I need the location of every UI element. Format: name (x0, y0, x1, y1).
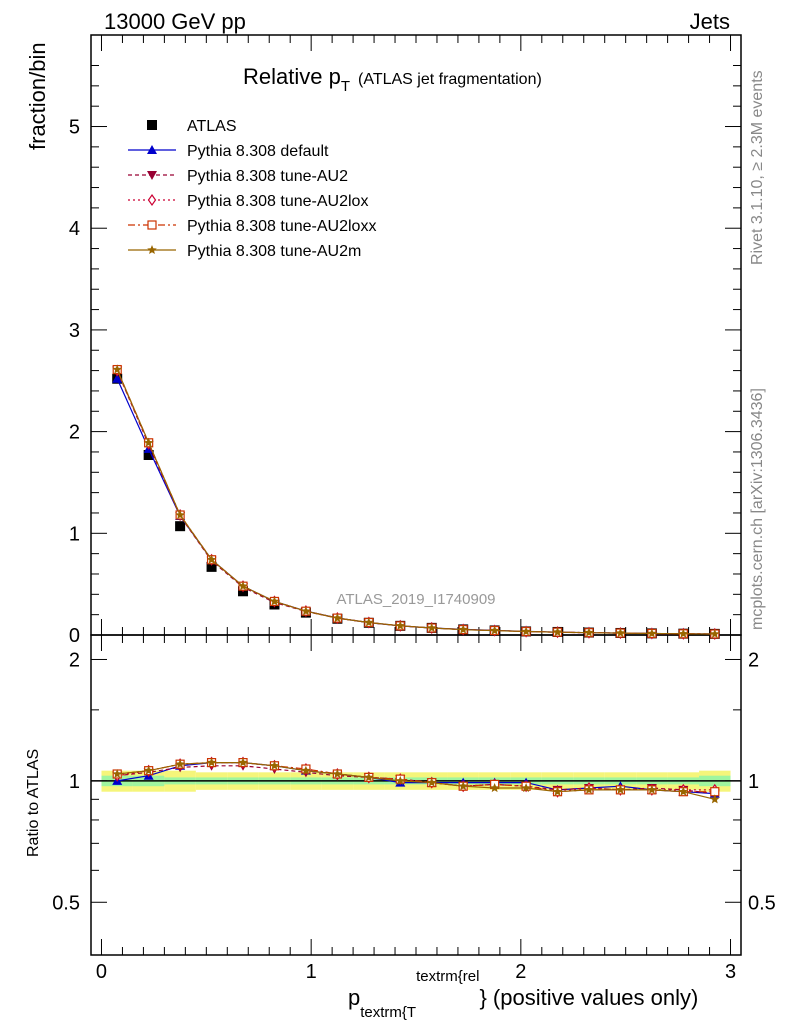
ratio-ytick-label: 1 (69, 771, 80, 793)
ratio-point-pythia-8-308-tune-au2m (143, 765, 154, 775)
title-rest: (ATLAS jet fragmentation) (358, 71, 542, 88)
xtick-label: 3 (725, 961, 736, 983)
point-pythia-8-308-tune-au2m (489, 625, 500, 635)
point-pythia-8-308-tune-au2m (552, 627, 563, 637)
point-pythia-8-308-tune-au2m (521, 626, 531, 636)
xlabel-main: p (348, 985, 360, 1010)
xlabel-sub: textrm{T (360, 1004, 416, 1021)
ratio-point-pythia-8-308-tune-au2m (678, 786, 689, 796)
legend-marker-atlas (147, 120, 157, 130)
point-pythia-8-308-tune-au2m (269, 596, 280, 606)
xlabel: ptextrm{T textrm{rel} (positive values on… (348, 968, 698, 1021)
legend-label: Pythia 8.308 default (187, 143, 329, 160)
ratio-point-pythia-8-308-tune-au2m (301, 765, 311, 775)
xlabel-sup: textrm{rel (416, 968, 479, 985)
main-ytick-label: 3 (69, 320, 80, 342)
point-pythia-8-308-tune-au2m (206, 554, 217, 564)
ratio-ytick-label: 0.5 (52, 892, 80, 914)
chart-title: Relative pT (ATLAS jet fragmentation) (243, 64, 542, 95)
main-ytick-label: 1 (69, 523, 80, 545)
main-ytick-label: 0 (69, 625, 80, 647)
xtick-label: 1 (306, 961, 317, 983)
point-pythia-8-308-tune-au2m (678, 628, 689, 638)
legend-marker-pythia-8-308-tune-au2loxx (147, 220, 157, 230)
ratio-point-pythia-8-308-tune-au2m (395, 775, 405, 785)
analysis-tag: ATLAS_2019_I1740909 (336, 591, 495, 608)
ratio-point-pythia-8-308-tune-au2m (238, 757, 248, 767)
point-pythia-8-308-tune-au2m (238, 581, 248, 591)
xlabel-rest: } (positive values only) (479, 985, 698, 1010)
ratio-point-pythia-8-308-tune-au2m (710, 794, 720, 804)
ratio-point-pythia-8-308-tune-au2m (458, 781, 468, 791)
ratio-point-pythia-8-308-tune-au2m (489, 783, 500, 793)
ratio-point-pythia-8-308-tune-au2m (521, 783, 531, 793)
legend-marker-pythia-8-308-default (147, 145, 157, 154)
point-pythia-8-308-tune-au2m (710, 629, 720, 638)
ratio-point-pythia-8-308-tune-au2m (112, 769, 122, 778)
ratio-point-pythia-8-308-tune-au2m (269, 760, 280, 770)
main-ytick-label: 2 (69, 422, 80, 444)
ratio-series (112, 756, 720, 804)
main-ytick-label: 4 (69, 218, 80, 240)
point-atlas (206, 561, 217, 572)
legend-label: Pythia 8.308 tune-AU2m (187, 243, 361, 260)
legend-marker-pythia-8-308-tune-au2lox (147, 193, 157, 207)
point-pythia-8-308-tune-au2m (112, 364, 122, 374)
mcplots-label: mcplots.cern.ch [arXiv:1306.3436] (749, 388, 766, 630)
ratio-point-pythia-8-308-tune-au2m (584, 784, 594, 794)
header-right: Jets (690, 9, 730, 34)
rivet-label: Rivet 3.1.10, ≥ 2.3M events (749, 70, 766, 265)
main-ytick-label: 5 (69, 117, 80, 139)
point-pythia-8-308-default (112, 373, 123, 383)
ratio-point-pythia-8-308-tune-au2m (427, 777, 437, 787)
ratio-ytick-label-right: 1 (748, 771, 759, 793)
ratio-ytick-label-right: 2 (748, 649, 759, 671)
main-series (112, 364, 720, 641)
series-line-pythia-8-308-tune-au2m (116, 369, 715, 635)
ratio-frame (90, 634, 742, 956)
main-axes: 0 1 2 3 4 5 (69, 34, 742, 647)
ratio-ytick-label: 2 (69, 649, 80, 671)
legend: ATLAS Pythia 8.308 default Pythia 8.308 tu… (128, 118, 376, 260)
ratio-point-pythia-8-308-tune-au2m (364, 772, 374, 782)
ratio-point-pythia-8-308-tune-au2m (206, 757, 217, 767)
point-atlas (175, 521, 186, 532)
point-pythia-8-308-tune-au2m (332, 613, 343, 623)
title-sub: T (341, 78, 350, 95)
legend-label: Pythia 8.308 tune-AU2 (187, 168, 348, 185)
point-pythia-8-308-tune-au2m (395, 620, 405, 630)
point-pythia-8-308-tune-au2m (427, 623, 437, 632)
ratio-ylabel: Ratio to ATLAS (25, 749, 42, 857)
xtick-label: 2 (515, 961, 526, 983)
legend-marker-pythia-8-308-tune-au2 (147, 171, 157, 180)
ratio-point-pythia-8-308-tune-au2m (615, 784, 626, 794)
legend-label: Pythia 8.308 tune-AU2loxx (187, 218, 376, 235)
point-pythia-8-308-tune-au2m (584, 627, 594, 637)
ratio-point-pythia-8-308-tune-au2m (552, 786, 563, 796)
ratio-line-pythia-8-308-tune-au2m (117, 761, 715, 800)
point-pythia-8-308-tune-au2m (458, 624, 468, 634)
point-pythia-8-308-tune-au2m (647, 628, 657, 638)
point-atlas (143, 450, 154, 460)
point-pythia-8-308-tune-au2m (175, 510, 185, 519)
ratio-point-pythia-8-308-tune-au2m (175, 759, 185, 769)
point-pythia-8-308-tune-au2m (615, 628, 626, 638)
header-left: 13000 GeV pp (104, 9, 246, 34)
legend-label: ATLAS (187, 118, 237, 135)
legend-marker-pythia-8-308-tune-au2m (147, 245, 157, 254)
xtick-label: 0 (96, 961, 107, 983)
ratio-ytick-label-right: 0.5 (748, 892, 776, 914)
main-ylabel: fraction/bin (25, 42, 50, 150)
legend-label: Pythia 8.308 tune-AU2lox (187, 193, 368, 210)
point-pythia-8-308-tune-au2m (301, 606, 311, 616)
ratio-point-pythia-8-308-tune-au2m (647, 784, 657, 794)
point-pythia-8-308-tune-au2m (364, 617, 374, 627)
point-pythia-8-308-tune-au2m (143, 437, 154, 447)
ratio-axes: 0.5 0.5 1 1 2 2 0 1 2 3 (52, 634, 776, 983)
ratio-point-pythia-8-308-tune-au2m (332, 769, 343, 778)
title-main: Relative p (243, 64, 341, 89)
